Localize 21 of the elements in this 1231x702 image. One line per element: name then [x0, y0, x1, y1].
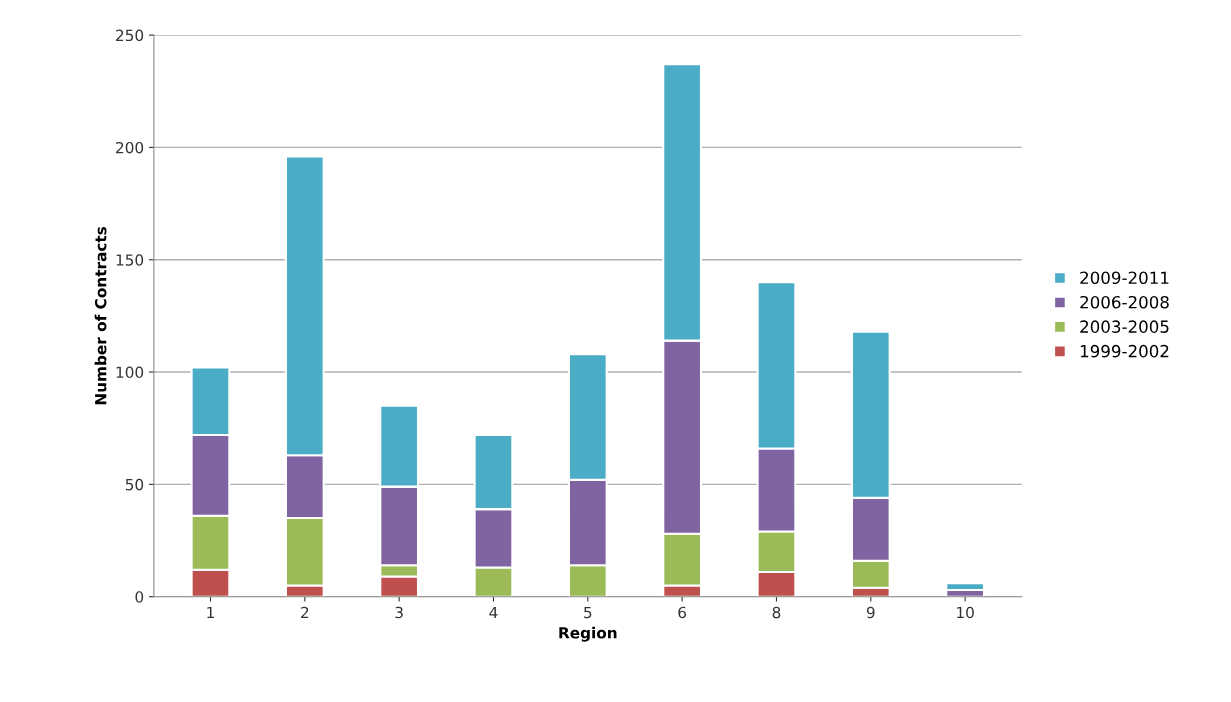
x-tick-label: 2: [301, 606, 309, 619]
y-tick-label: 150: [116, 254, 144, 266]
y-tick-label: 250: [116, 29, 144, 42]
y-tick-label: 50: [125, 478, 144, 491]
x-tick-label: 4: [489, 606, 498, 619]
x-tick-label: 5: [584, 606, 592, 619]
y-tick-label: 200: [116, 141, 144, 154]
x-tick-label: 1: [207, 606, 214, 619]
x-tick-label: 10: [957, 606, 974, 619]
legend-label: 2003-2005: [1080, 320, 1169, 333]
x-tick-label: 6: [678, 606, 687, 619]
x-axis-title: Region: [559, 626, 617, 642]
y-axis-title: Number of Contracts: [94, 226, 107, 405]
legend-label: 2009-2011: [1080, 271, 1169, 285]
y-tick-label: 0: [135, 591, 144, 603]
x-tick-label: 3: [395, 606, 403, 619]
legend-label: 2006-2008: [1080, 295, 1169, 309]
x-tick-label: 9: [866, 606, 875, 619]
y-tick-label: 100: [116, 366, 144, 379]
x-tick-label: 8: [772, 606, 781, 619]
legend-label: 1999-2002: [1080, 344, 1169, 358]
